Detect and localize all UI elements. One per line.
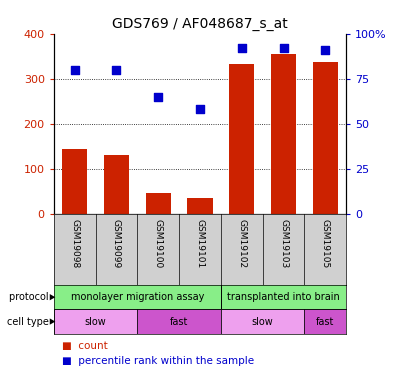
Point xyxy=(197,106,203,112)
Text: fast: fast xyxy=(170,316,188,327)
Text: slow: slow xyxy=(85,316,106,327)
Text: ■  count: ■ count xyxy=(62,340,107,351)
Text: GSM19100: GSM19100 xyxy=(154,219,163,269)
Text: GSM19105: GSM19105 xyxy=(321,219,330,269)
Text: transplanted into brain: transplanted into brain xyxy=(227,292,340,302)
Text: GSM19099: GSM19099 xyxy=(112,219,121,269)
Text: slow: slow xyxy=(252,316,273,327)
Bar xyxy=(62,148,87,214)
Text: cell type: cell type xyxy=(7,316,52,327)
Text: GSM19101: GSM19101 xyxy=(195,219,205,269)
Bar xyxy=(271,54,296,214)
Bar xyxy=(137,309,221,334)
Text: ■  percentile rank within the sample: ■ percentile rank within the sample xyxy=(62,356,254,366)
Point xyxy=(322,47,328,53)
Text: protocol: protocol xyxy=(9,292,52,302)
Bar xyxy=(229,64,254,214)
Bar xyxy=(221,309,304,334)
Bar xyxy=(187,198,213,214)
Text: GSM19098: GSM19098 xyxy=(70,219,79,269)
Title: GDS769 / AF048687_s_at: GDS769 / AF048687_s_at xyxy=(112,17,288,32)
Text: monolayer migration assay: monolayer migration assay xyxy=(70,292,204,302)
Point xyxy=(280,45,287,51)
Bar xyxy=(54,309,137,334)
Bar xyxy=(146,193,171,214)
Point xyxy=(238,45,245,51)
Text: GSM19103: GSM19103 xyxy=(279,219,288,269)
Text: GSM19102: GSM19102 xyxy=(237,219,246,268)
Text: fast: fast xyxy=(316,316,335,327)
Point xyxy=(155,94,162,100)
Bar xyxy=(304,309,346,334)
Point xyxy=(113,67,119,73)
Bar xyxy=(104,155,129,214)
Bar xyxy=(313,62,338,214)
Point xyxy=(72,67,78,73)
